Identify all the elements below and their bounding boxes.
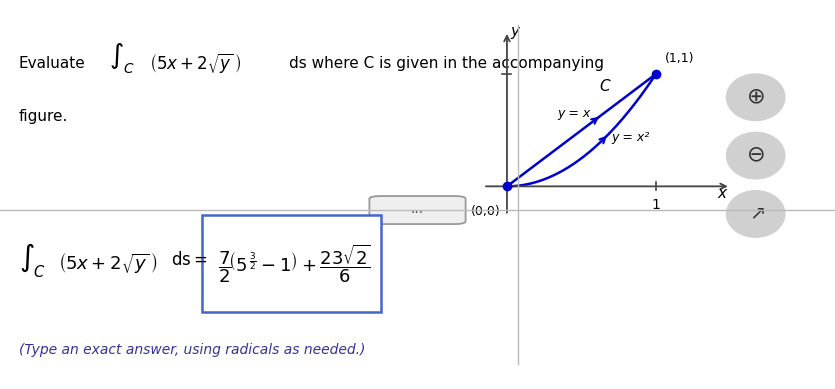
Text: $\oplus$: $\oplus$ bbox=[746, 87, 765, 107]
Text: $\mathrm{ds} =$: $\mathrm{ds} =$ bbox=[171, 251, 208, 269]
Text: $\left(5x+2\sqrt{y}\,\right)$: $\left(5x+2\sqrt{y}\,\right)$ bbox=[58, 251, 157, 276]
Text: $\int_C$: $\int_C$ bbox=[18, 241, 46, 280]
Circle shape bbox=[726, 191, 785, 237]
Text: (0,0): (0,0) bbox=[471, 205, 501, 219]
Text: (1,1): (1,1) bbox=[665, 52, 695, 65]
Text: Evaluate: Evaluate bbox=[18, 56, 85, 71]
Text: (Type an exact answer, using radicals as needed.): (Type an exact answer, using radicals as… bbox=[18, 343, 365, 357]
Text: 1: 1 bbox=[651, 198, 660, 212]
Text: $\nearrow$: $\nearrow$ bbox=[746, 205, 766, 223]
Text: y: y bbox=[510, 24, 519, 39]
Text: ds where C is given in the accompanying: ds where C is given in the accompanying bbox=[289, 56, 604, 71]
Text: $\dfrac{7}{2}\!\left(5^{\,\frac{3}{2}}-1\right)+\dfrac{23\sqrt{2}}{6}$: $\dfrac{7}{2}\!\left(5^{\,\frac{3}{2}}-1… bbox=[218, 242, 371, 285]
FancyBboxPatch shape bbox=[202, 216, 381, 312]
Text: y = x: y = x bbox=[558, 107, 591, 119]
Text: y = x²: y = x² bbox=[611, 131, 650, 144]
Text: x: x bbox=[717, 186, 726, 201]
Text: figure.: figure. bbox=[18, 109, 68, 124]
FancyBboxPatch shape bbox=[369, 196, 466, 224]
Text: $\int_C$: $\int_C$ bbox=[109, 42, 134, 76]
Text: $\left(5x+2\sqrt{y}\,\right)$: $\left(5x+2\sqrt{y}\,\right)$ bbox=[149, 52, 241, 76]
Circle shape bbox=[726, 132, 785, 179]
Text: ...: ... bbox=[411, 202, 424, 216]
Text: C: C bbox=[600, 79, 610, 94]
Circle shape bbox=[726, 74, 785, 121]
Text: $\ominus$: $\ominus$ bbox=[746, 145, 765, 166]
